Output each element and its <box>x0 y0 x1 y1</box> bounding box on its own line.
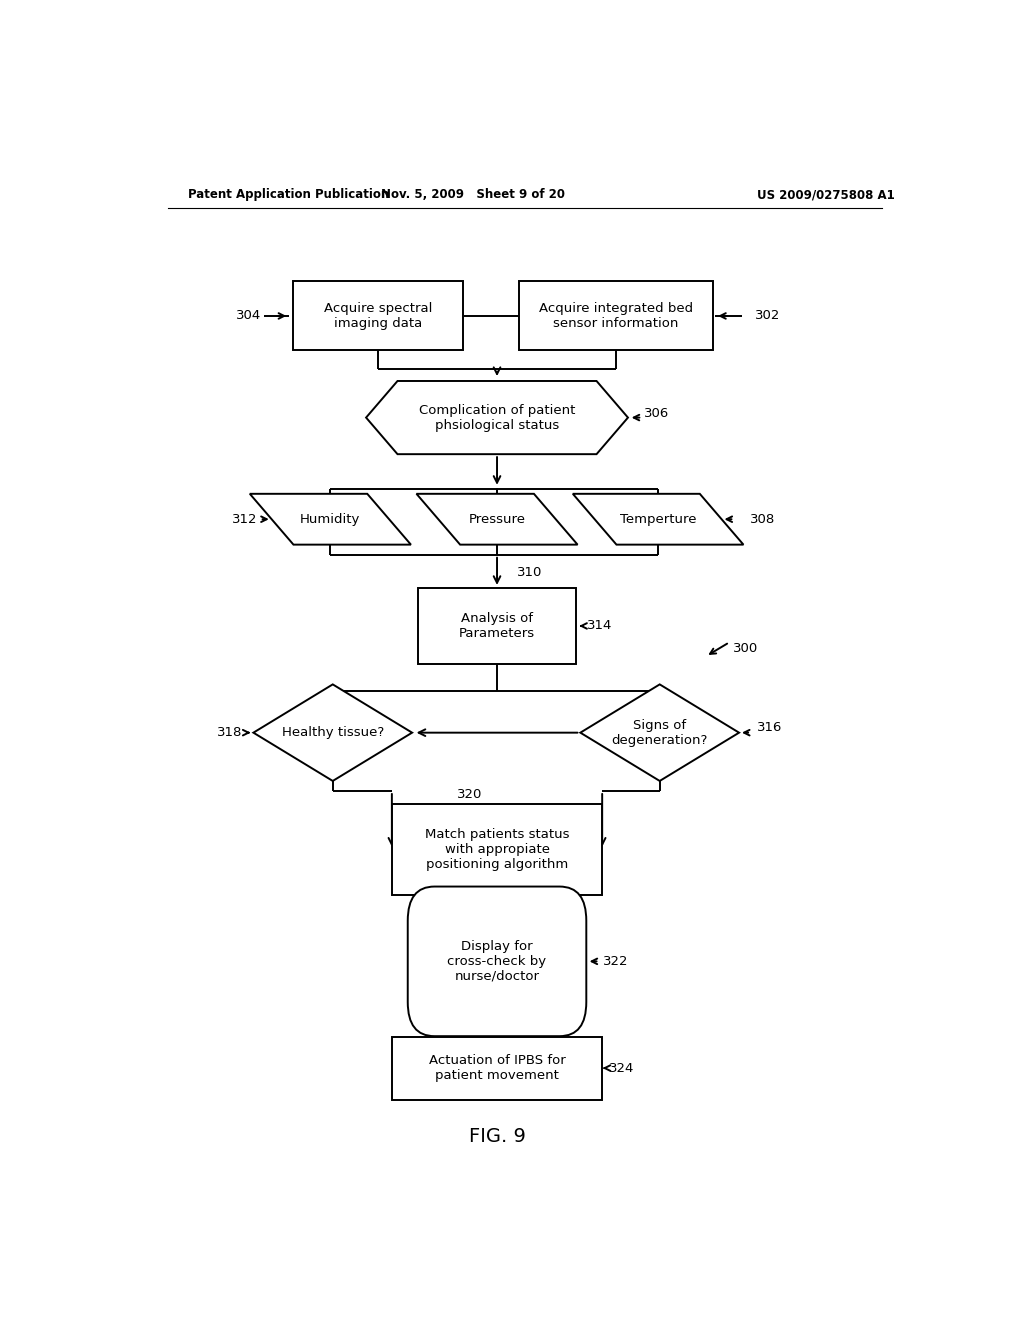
Text: Acquire integrated bed
sensor information: Acquire integrated bed sensor informatio… <box>539 302 693 330</box>
Text: 302: 302 <box>755 309 780 322</box>
Polygon shape <box>417 494 578 545</box>
Text: 316: 316 <box>758 721 782 734</box>
Text: Match patients status
with appropiate
positioning algorithm: Match patients status with appropiate po… <box>425 828 569 871</box>
Text: 300: 300 <box>733 642 758 655</box>
FancyBboxPatch shape <box>293 281 463 351</box>
Polygon shape <box>253 684 412 781</box>
Text: US 2009/0275808 A1: US 2009/0275808 A1 <box>758 189 895 202</box>
FancyBboxPatch shape <box>408 887 587 1036</box>
Text: Patent Application Publication: Patent Application Publication <box>187 189 389 202</box>
Text: Complication of patient
phsiological status: Complication of patient phsiological sta… <box>419 404 575 432</box>
Text: 310: 310 <box>517 565 543 578</box>
Text: 322: 322 <box>602 954 628 968</box>
Text: Actuation of IPBS for
patient movement: Actuation of IPBS for patient movement <box>429 1055 565 1082</box>
Polygon shape <box>581 684 739 781</box>
Polygon shape <box>572 494 743 545</box>
FancyBboxPatch shape <box>519 281 714 351</box>
Text: 320: 320 <box>458 788 482 801</box>
Text: 304: 304 <box>237 309 261 322</box>
FancyBboxPatch shape <box>392 1036 602 1100</box>
Text: 306: 306 <box>644 407 669 420</box>
Text: Signs of
degeneration?: Signs of degeneration? <box>611 718 708 747</box>
Text: 318: 318 <box>217 726 243 739</box>
Polygon shape <box>250 494 411 545</box>
Text: 312: 312 <box>231 512 257 525</box>
Text: FIG. 9: FIG. 9 <box>469 1127 525 1146</box>
Text: Analysis of
Parameters: Analysis of Parameters <box>459 612 536 640</box>
Text: Acquire spectral
imaging data: Acquire spectral imaging data <box>324 302 432 330</box>
Text: Nov. 5, 2009   Sheet 9 of 20: Nov. 5, 2009 Sheet 9 of 20 <box>381 189 565 202</box>
Text: Pressure: Pressure <box>469 512 525 525</box>
FancyBboxPatch shape <box>418 587 577 664</box>
Text: 314: 314 <box>587 619 612 632</box>
Text: Display for
cross-check by
nurse/doctor: Display for cross-check by nurse/doctor <box>447 940 547 983</box>
Text: Humidity: Humidity <box>300 512 360 525</box>
Text: Healthy tissue?: Healthy tissue? <box>282 726 384 739</box>
Text: Temperture: Temperture <box>620 512 696 525</box>
Polygon shape <box>367 381 628 454</box>
Text: 324: 324 <box>609 1061 634 1074</box>
FancyBboxPatch shape <box>392 804 602 895</box>
Text: 308: 308 <box>751 512 775 525</box>
